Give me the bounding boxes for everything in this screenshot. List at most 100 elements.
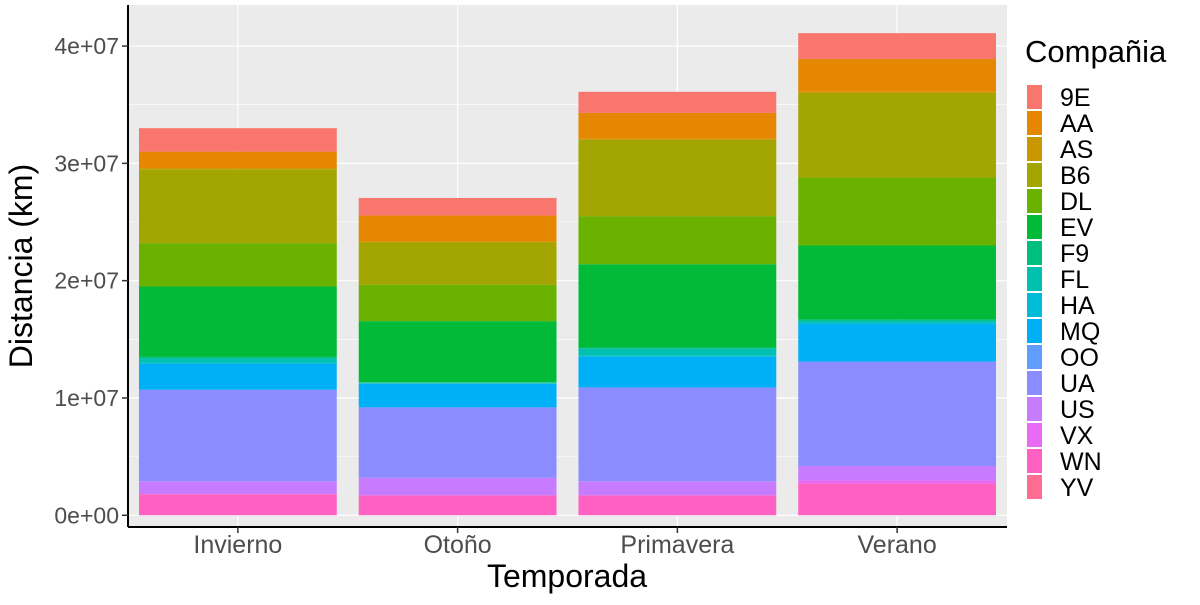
x-axis-title: Temporada	[487, 558, 647, 594]
bar-segment-ua-invierno	[138, 389, 337, 482]
legend-swatch-as	[1027, 137, 1042, 161]
x-tick-label: Otoño	[424, 531, 492, 559]
bar-segment-f9-otoño	[358, 382, 557, 383]
bar-segment-fl-invierno	[138, 358, 337, 363]
legend-swatch-ev	[1027, 215, 1042, 239]
legend-label-yv: YV	[1060, 474, 1094, 502]
bar-segment-dl-otoño	[358, 284, 557, 322]
legend-label-fl: FL	[1060, 266, 1089, 294]
y-tick-label: 2e+07	[54, 268, 119, 294]
bar-segment-ha-primavera	[578, 355, 777, 357]
y-axis-title: Distancia (km)	[3, 164, 39, 368]
bar-segment-dl-primavera	[578, 216, 777, 265]
legend-label-mq: MQ	[1060, 318, 1100, 346]
bar-segment-us-verano	[798, 466, 997, 481]
bar-segment-ev-otoño	[358, 321, 557, 383]
legend-label-f9: F9	[1060, 240, 1089, 268]
legend-swatch-mq	[1027, 319, 1042, 343]
bar-segment-fl-otoño	[358, 382, 557, 384]
bars	[138, 33, 997, 516]
legend-label-dl: DL	[1060, 188, 1092, 216]
bar-segment-fl-verano	[798, 320, 997, 323]
legend-swatch-9e	[1027, 85, 1042, 109]
bar-segment-mq-verano	[798, 324, 997, 362]
ticks: 0e+00 1e+07 2e+07 3e+07 4e+07 Invierno Otoño Pr…	[54, 33, 936, 559]
legend-swatch-ha	[1027, 293, 1042, 317]
legend-label-vx: VX	[1060, 422, 1094, 450]
legend-label-ha: HA	[1060, 292, 1095, 320]
legend-swatch-oo	[1027, 345, 1042, 369]
y-tick-label: 4e+07	[54, 33, 119, 59]
bar-segment-wn-primavera	[578, 495, 777, 516]
x-tick-label: Verano	[858, 531, 937, 559]
bar-segment-ua-primavera	[578, 387, 777, 482]
legend-swatch-yv	[1027, 475, 1042, 499]
legend-swatch-vx	[1027, 423, 1042, 447]
bar-segment-ha-otoño	[358, 383, 557, 384]
bar-segment-aa-verano	[798, 58, 997, 92]
legend-label-ev: EV	[1060, 214, 1094, 242]
legend-swatch-fl	[1027, 267, 1042, 291]
bar-segment-as-otoño	[358, 241, 557, 243]
legend-swatch-b6	[1027, 163, 1042, 187]
y-tick-label: 1e+07	[54, 385, 119, 411]
bar-segment-9e-invierno	[138, 128, 337, 152]
legend-label-9e: 9E	[1060, 84, 1091, 112]
bar-segment-aa-primavera	[578, 112, 777, 139]
legend-swatch-us	[1027, 397, 1042, 421]
bar-segment-9e-otoño	[358, 197, 557, 216]
legend-label-us: US	[1060, 396, 1095, 424]
bar-segment-mq-primavera	[578, 356, 777, 388]
legend-swatch-f9	[1027, 241, 1042, 265]
bar-segment-f9-verano	[798, 319, 997, 321]
legend-swatch-aa	[1027, 111, 1042, 135]
bar-segment-b6-primavera	[578, 139, 777, 217]
legend-swatch-wn	[1027, 449, 1042, 473]
bar-segment-dl-invierno	[138, 243, 337, 287]
bar-segment-aa-otoño	[358, 215, 557, 242]
bar-segment-as-invierno	[138, 168, 337, 170]
bar-segment-9e-primavera	[578, 91, 777, 113]
bar-segment-wn-invierno	[138, 494, 337, 516]
legend: Compañia 9EAAASB6DLEVF9FLHAMQOOUAUSVXWNY…	[1025, 34, 1167, 502]
bar-segment-as-primavera	[578, 138, 777, 140]
bar-segment-aa-invierno	[138, 151, 337, 169]
bar-segment-us-primavera	[578, 481, 777, 496]
axes	[127, 5, 1007, 528]
bar-segment-b6-invierno	[138, 169, 337, 244]
legend-label-aa: AA	[1060, 110, 1094, 138]
y-tick-label: 0e+00	[54, 502, 119, 528]
bar-segment-dl-verano	[798, 177, 997, 246]
bar-segment-as-verano	[798, 91, 997, 93]
bar-segment-ev-invierno	[138, 286, 337, 357]
bar-segment-ha-verano	[798, 322, 997, 325]
bar-segment-b6-otoño	[358, 242, 557, 285]
bar-segment-fl-primavera	[578, 348, 777, 356]
legend-label-as: AS	[1060, 136, 1093, 164]
y-tick-label: 3e+07	[54, 150, 119, 176]
legend-swatch-dl	[1027, 189, 1042, 213]
bar-segment-ua-otoño	[358, 407, 557, 478]
x-tick-label: Primavera	[620, 531, 734, 559]
legend-label-ua: UA	[1060, 370, 1095, 398]
bar-segment-ev-verano	[798, 245, 997, 320]
bar-segment-9e-verano	[798, 33, 997, 59]
x-tick-label: Invierno	[193, 531, 282, 559]
legend-label-b6: B6	[1060, 162, 1091, 190]
bar-segment-mq-invierno	[138, 363, 337, 390]
legend-label-oo: OO	[1060, 344, 1099, 372]
bar-segment-us-otoño	[358, 477, 557, 496]
bar-segment-wn-verano	[798, 483, 997, 516]
bar-segment-f9-invierno	[138, 356, 337, 359]
bar-segment-wn-otoño	[358, 495, 557, 516]
bar-segment-ev-primavera	[578, 264, 777, 348]
bar-segment-ha-invierno	[138, 362, 337, 364]
bar-segment-us-invierno	[138, 481, 337, 495]
legend-swatch-ua	[1027, 371, 1042, 395]
legend-label-wn: WN	[1060, 448, 1102, 476]
legend-title: Compañia	[1025, 34, 1167, 69]
bar-segment-vx-verano	[798, 480, 997, 484]
bar-segment-mq-otoño	[358, 383, 557, 408]
